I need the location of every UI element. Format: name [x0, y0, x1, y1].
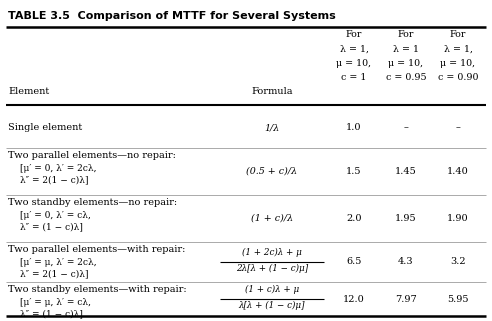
Text: For: For	[450, 30, 466, 39]
Text: 2.0: 2.0	[346, 214, 362, 223]
Text: 1.0: 1.0	[346, 124, 362, 133]
Text: (1 + 2c)λ + μ: (1 + 2c)λ + μ	[242, 248, 302, 257]
Text: λ = 1,: λ = 1,	[443, 45, 472, 54]
Text: 6.5: 6.5	[346, 257, 362, 266]
Text: Single element: Single element	[8, 124, 82, 133]
Text: [μ′ = μ, λ′ = 2cλ,: [μ′ = μ, λ′ = 2cλ,	[20, 258, 96, 267]
Text: c = 1: c = 1	[341, 74, 367, 82]
Text: [μ′ = μ, λ′ = cλ,: [μ′ = μ, λ′ = cλ,	[20, 298, 91, 307]
Text: λ = 1: λ = 1	[393, 45, 419, 54]
Text: –: –	[403, 124, 408, 133]
Text: c = 0.90: c = 0.90	[438, 74, 478, 82]
Text: Two parallel elements—no repair:: Two parallel elements—no repair:	[8, 151, 176, 160]
Text: 1.40: 1.40	[447, 167, 469, 176]
Text: μ = 10,: μ = 10,	[389, 59, 424, 68]
Text: [μ′ = 0, λ′ = cλ,: [μ′ = 0, λ′ = cλ,	[20, 211, 91, 220]
Text: 1.90: 1.90	[447, 214, 469, 223]
Text: 1.95: 1.95	[395, 214, 417, 223]
Text: Comparison of MTTF for Several Systems: Comparison of MTTF for Several Systems	[66, 11, 336, 21]
Text: 3.2: 3.2	[450, 257, 466, 266]
Text: –: –	[456, 124, 461, 133]
Text: μ = 10,: μ = 10,	[337, 59, 371, 68]
Text: Two standby elements—no repair:: Two standby elements—no repair:	[8, 198, 177, 207]
Text: 1/λ: 1/λ	[264, 124, 279, 133]
Text: λ″ = (1 − c)λ]: λ″ = (1 − c)λ]	[20, 309, 83, 318]
Text: 1.45: 1.45	[395, 167, 417, 176]
Text: (1 + c)λ + μ: (1 + c)λ + μ	[245, 285, 299, 294]
Text: Two parallel elements—with repair:: Two parallel elements—with repair:	[8, 245, 185, 254]
Text: Element: Element	[8, 87, 49, 96]
Text: (0.5 + c)/λ: (0.5 + c)/λ	[246, 167, 298, 176]
Text: μ = 10,: μ = 10,	[440, 59, 476, 68]
Text: Formula: Formula	[251, 87, 293, 96]
Text: (1 + c)/λ: (1 + c)/λ	[251, 214, 293, 223]
Text: λ″ = 2(1 − c)λ]: λ″ = 2(1 − c)λ]	[20, 175, 89, 184]
Text: λ″ = 2(1 − c)λ]: λ″ = 2(1 − c)λ]	[20, 269, 89, 278]
Text: 7.97: 7.97	[395, 294, 417, 303]
Text: 5.95: 5.95	[447, 294, 469, 303]
Text: 2λ[λ + (1 − c)μ]: 2λ[λ + (1 − c)μ]	[236, 264, 308, 273]
Text: TABLE 3.5: TABLE 3.5	[8, 11, 70, 21]
Text: c = 0.95: c = 0.95	[386, 74, 426, 82]
Text: 4.3: 4.3	[398, 257, 414, 266]
Text: λ = 1,: λ = 1,	[339, 45, 369, 54]
Text: Two standby elements—with repair:: Two standby elements—with repair:	[8, 285, 186, 294]
Text: λ[λ + (1 − c)μ]: λ[λ + (1 − c)μ]	[239, 301, 305, 310]
Text: [μ′ = 0, λ′ = 2cλ,: [μ′ = 0, λ′ = 2cλ,	[20, 164, 96, 173]
Text: λ″ = (1 − c)λ]: λ″ = (1 − c)λ]	[20, 222, 83, 231]
Text: For: For	[398, 30, 414, 39]
Text: 12.0: 12.0	[343, 294, 365, 303]
Text: 1.5: 1.5	[346, 167, 362, 176]
Text: For: For	[346, 30, 362, 39]
